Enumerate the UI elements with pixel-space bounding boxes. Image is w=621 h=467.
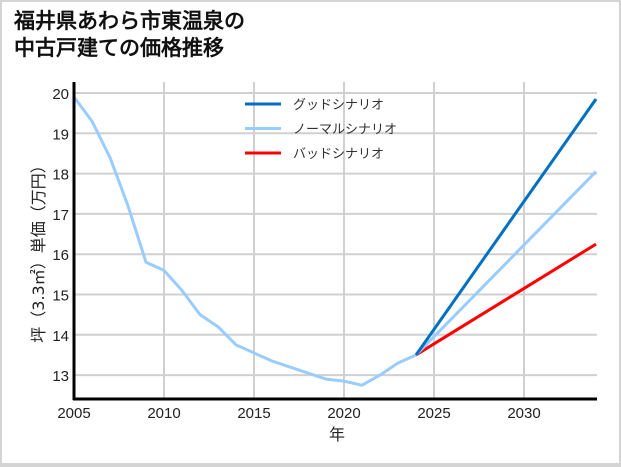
title-line-1: 福井県あわら市東温泉の <box>14 9 245 33</box>
y-tick-label: 18 <box>52 167 69 184</box>
scenario-line <box>415 242 597 357</box>
scenario-line <box>414 170 597 357</box>
data-lines <box>72 96 597 387</box>
y-tick-label: 17 <box>52 207 69 224</box>
legend-label: ノーマルシナリオ <box>293 123 397 138</box>
y-tick-label: 13 <box>52 368 69 385</box>
axes <box>72 82 597 401</box>
x-tick-label: 2005 <box>57 405 90 422</box>
y-tick-label: 14 <box>52 328 69 345</box>
x-tick-label: 2030 <box>507 405 540 422</box>
legend-label: グッドシナリオ <box>293 98 384 113</box>
x-tick-label: 2015 <box>237 405 270 422</box>
y-tick-label: 19 <box>52 126 69 143</box>
y-tick-label: 16 <box>52 247 69 264</box>
scenario-line <box>414 98 597 356</box>
x-axis-label: 年 <box>329 425 345 444</box>
x-tick-label: 2010 <box>147 405 180 422</box>
x-tick-label: 2025 <box>417 405 450 422</box>
y-tick-label: 20 <box>52 86 69 103</box>
tick-labels: 13 14 15 16 17 18 19 20 2005 2010 2015 2020 2025 2030 <box>52 86 540 422</box>
gridlines <box>74 82 597 399</box>
y-axis-label: 坪（3.3㎡）単価（万円） <box>29 157 48 342</box>
legend-label: バッドシナリオ <box>293 147 384 162</box>
x-tick-label: 2020 <box>327 405 360 422</box>
historical-line <box>72 96 417 387</box>
y-tick-label: 15 <box>52 288 69 305</box>
chart-title: 福井県あわら市東温泉の 中古戸建ての価格推移 <box>14 8 245 62</box>
title-line-2: 中古戸建ての価格推移 <box>14 36 224 60</box>
